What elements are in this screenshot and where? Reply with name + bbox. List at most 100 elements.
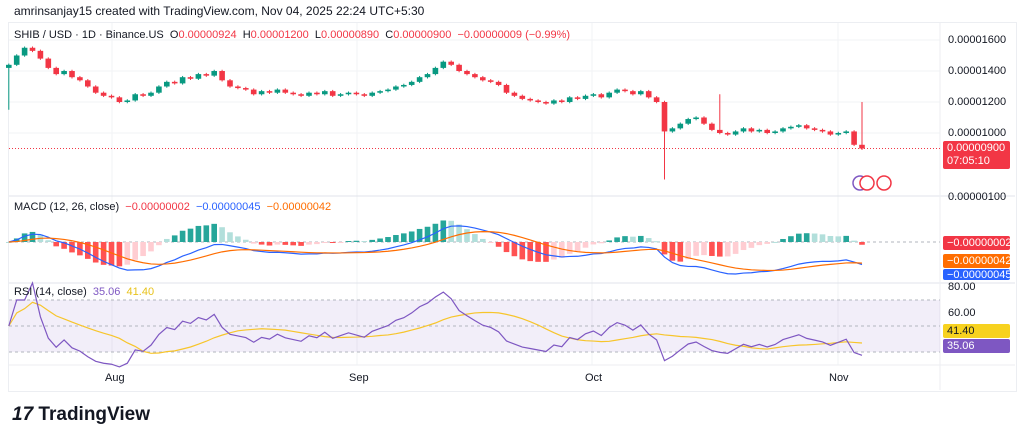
macd-histogram-bar (511, 242, 518, 257)
candle-body (266, 91, 273, 93)
macd-histogram-bar (156, 242, 162, 246)
candle-body (693, 117, 699, 120)
time-tick: Aug (105, 372, 125, 384)
candle-body (424, 74, 431, 78)
candle-body (116, 97, 123, 102)
candle-body (322, 91, 328, 95)
rsi-line (8, 281, 863, 368)
candle-body (21, 47, 28, 56)
candle-body (61, 71, 67, 75)
macd-histogram-bar (851, 240, 857, 242)
time-tick: Nov (829, 372, 849, 384)
macd-histogram-bar (645, 238, 652, 242)
macd-histogram-bar (353, 240, 360, 242)
candle-body (756, 129, 763, 132)
macd-histogram-bar (258, 242, 265, 245)
candle-body (598, 94, 605, 98)
macd-histogram-bar (203, 225, 210, 242)
candle-body (661, 102, 668, 132)
logo-text: TradingView (38, 404, 150, 425)
candle-body (227, 80, 233, 87)
macd-histogram-bar (551, 242, 557, 260)
macd-histogram-bar (756, 242, 763, 246)
high-label: H (242, 29, 251, 41)
candle-body (164, 81, 170, 87)
macd-histogram-bar (582, 242, 589, 248)
bar-countdown: 07:05:10 (947, 155, 990, 167)
macd-histogram-bar (250, 242, 257, 244)
close-value: 0.00000900 (393, 29, 452, 41)
macd-histogram-bar (598, 242, 605, 244)
candle-body (132, 94, 138, 101)
macd-histogram-bar (788, 236, 794, 242)
macd-histogram-bar (748, 242, 755, 248)
macd-histogram-bar (69, 242, 75, 253)
tradingview-logo[interactable]: 17 TradingView (12, 404, 150, 426)
macd-histogram-bar (148, 242, 154, 252)
candle-body (337, 94, 344, 96)
macd-histogram-bar (590, 242, 597, 245)
macd-histogram-bar (811, 233, 818, 242)
macd-histogram-bar (701, 242, 707, 256)
chart-frame[interactable] (8, 22, 1017, 392)
candle-body (677, 123, 684, 129)
macd-histogram-bar (219, 227, 225, 242)
macd-histogram-bar (543, 242, 549, 262)
candle-body (314, 92, 320, 95)
rsi-tag: 35.06 (943, 339, 1010, 353)
candle-body (732, 131, 739, 135)
macd-histogram-bar (835, 236, 842, 242)
macd-histogram-bar (677, 242, 684, 262)
close-label: C (385, 29, 394, 41)
candle-body (653, 97, 660, 102)
symbol-legend: SHIB / USD · 1D · Binance.US O0.00000924… (14, 29, 570, 41)
macd-histogram-bar (448, 220, 454, 242)
candle-body (171, 81, 178, 84)
candle-body (243, 88, 249, 90)
candle-body (85, 80, 91, 87)
candle-body (140, 94, 146, 96)
macd-histogram-bar (92, 242, 99, 263)
candle-body (203, 74, 210, 76)
macd-title[interactable]: MACD (12, 26, close) (14, 201, 120, 213)
candle-body (551, 100, 557, 104)
candle-body (709, 123, 715, 130)
time-tick: Oct (585, 372, 603, 384)
macd-histogram-bar (124, 242, 131, 265)
macd-histogram-bar (85, 242, 91, 259)
candle-body (282, 89, 289, 93)
symbol-title[interactable]: SHIB / USD · 1D · Binance.US (14, 29, 164, 41)
candle-body (535, 100, 541, 102)
macd-histogram-bar (53, 242, 59, 247)
candle-body (503, 84, 510, 93)
candle-body (108, 95, 115, 98)
macd-histogram-bar (827, 236, 834, 242)
macd-histogram-bar (685, 242, 691, 260)
signal-line (8, 231, 863, 272)
high-value: 0.00001200 (250, 29, 309, 41)
candle-body (369, 92, 375, 96)
macd-histogram-bar (740, 242, 747, 251)
macd-histogram-bar (195, 225, 202, 242)
candle-body (780, 128, 786, 132)
candle-body (298, 94, 304, 96)
macd-histogram-bar (329, 242, 336, 243)
candle-body (772, 131, 778, 133)
rsi-title[interactable]: RSI (14, close) (14, 286, 87, 298)
candle-body (645, 91, 652, 98)
macd-histogram-bar (606, 240, 612, 242)
last-price: 0.00000900 (947, 142, 1006, 154)
macd-histogram-bar (456, 224, 462, 242)
rsi-ma-line (8, 301, 863, 354)
candle-body (6, 64, 12, 68)
candle-body (543, 102, 549, 104)
candle-body (53, 67, 59, 75)
candle-body (724, 133, 731, 135)
macd-histogram-bar (796, 233, 802, 242)
candle-body (527, 98, 533, 101)
macd-histogram-bar (669, 242, 676, 261)
candle-body (69, 71, 75, 78)
candle-body (37, 50, 44, 59)
macd-histogram-bar (724, 242, 731, 257)
